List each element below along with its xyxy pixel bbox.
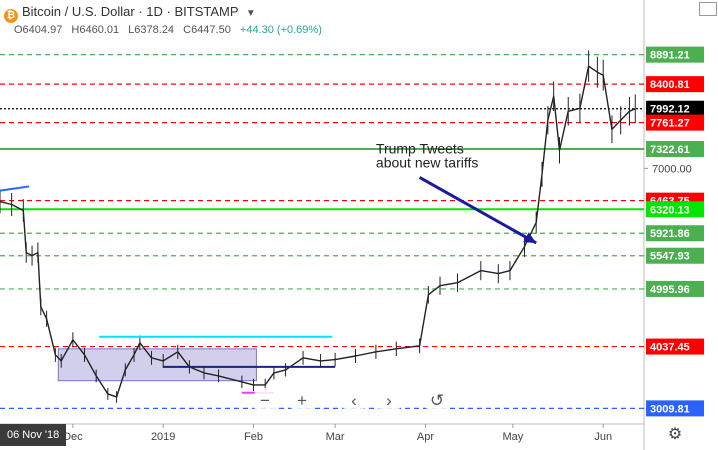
scroll-right-button[interactable]: › — [376, 388, 402, 414]
x-tick-label-1: 2019 — [151, 431, 175, 443]
symbol-title[interactable]: ₿ Bitcoin / U.S. Dollar · 1D · BITSTAMP ▼ — [4, 4, 256, 23]
annotation-text-line-1: about new tariffs — [376, 154, 478, 170]
price-axis-panel — [644, 0, 718, 450]
annotation-box-2 — [57, 348, 257, 382]
level-label-1: 8400.81 — [650, 79, 690, 91]
level-tag-8 — [646, 247, 704, 264]
ohlc-high: H6460.01 — [71, 24, 120, 36]
chevron-down-icon[interactable]: ▼ — [245, 8, 256, 19]
exchange-label: BITSTAMP — [174, 4, 239, 19]
level-label-7: 5921.86 — [650, 228, 690, 240]
level-tag-10 — [646, 338, 704, 355]
zoom-in-button[interactable]: + — [289, 388, 315, 414]
level-tag-11 — [646, 400, 704, 417]
interval-label: 1D — [146, 4, 163, 19]
chart-header: ₿ Bitcoin / U.S. Dollar · 1D · BITSTAMP ▼… — [0, 0, 640, 44]
level-label-4: 7322.61 — [650, 144, 690, 156]
annotation-text-line-0: Trump Tweets — [376, 140, 464, 156]
x-tick-label-2: Feb — [244, 431, 263, 443]
ohlc-close: C6447.50 — [183, 24, 231, 36]
ohlc-change: +44.30 (+0.69%) — [239, 24, 322, 36]
level-tag-2 — [646, 100, 704, 117]
level-tag-9 — [646, 280, 704, 297]
x-tick-label-0: Dec — [63, 431, 83, 443]
fullscreen-toggle-icon[interactable] — [699, 2, 717, 16]
ohlc-low: L6378.24 — [128, 24, 175, 36]
level-label-2: 7992.12 — [650, 104, 690, 116]
level-label-11: 3009.81 — [650, 403, 690, 415]
y-tick-label-0: 7000.00 — [652, 163, 692, 175]
crosshair-date-label: 06 Nov '18 — [0, 424, 67, 446]
ohlc-readout: O6404.97 H6460.01 L6378.24 C6447.50 +44.… — [14, 24, 328, 36]
reset-chart-button[interactable]: ↺ — [424, 388, 450, 414]
x-tick-label-5: May — [502, 431, 523, 443]
level-label-8: 5547.93 — [650, 251, 690, 263]
level-tag-3 — [646, 114, 704, 131]
annotation-segment-5 — [0, 185, 30, 192]
level-label-10: 4037.45 — [650, 342, 690, 354]
bitcoin-logo-icon: ₿ — [4, 9, 18, 23]
symbol-name: Bitcoin / U.S. Dollar — [22, 4, 135, 19]
level-tag-7 — [646, 225, 704, 242]
level-label-9: 4995.96 — [650, 284, 690, 296]
level-label-0: 8891.21 — [650, 50, 690, 62]
level-label-6: 6320.13 — [650, 204, 690, 216]
level-tag-4 — [646, 140, 704, 157]
scroll-left-button[interactable]: ‹ — [341, 388, 367, 414]
zoom-out-button[interactable]: − — [252, 388, 278, 414]
annotation-arrow-shaft — [418, 176, 537, 245]
level-tag-6 — [646, 201, 704, 218]
level-tag-1 — [646, 76, 704, 93]
ohlc-open: O6404.97 — [14, 24, 63, 36]
x-tick-label-4: Apr — [417, 431, 434, 443]
level-label-3: 7761.27 — [650, 118, 690, 130]
gear-icon[interactable]: ⚙ — [667, 426, 683, 443]
annotation-arrow-head — [523, 232, 537, 243]
x-tick-label-3: Mar — [326, 431, 345, 443]
x-tick-label-6: Jun — [594, 431, 612, 443]
level-tag-0 — [646, 46, 704, 63]
